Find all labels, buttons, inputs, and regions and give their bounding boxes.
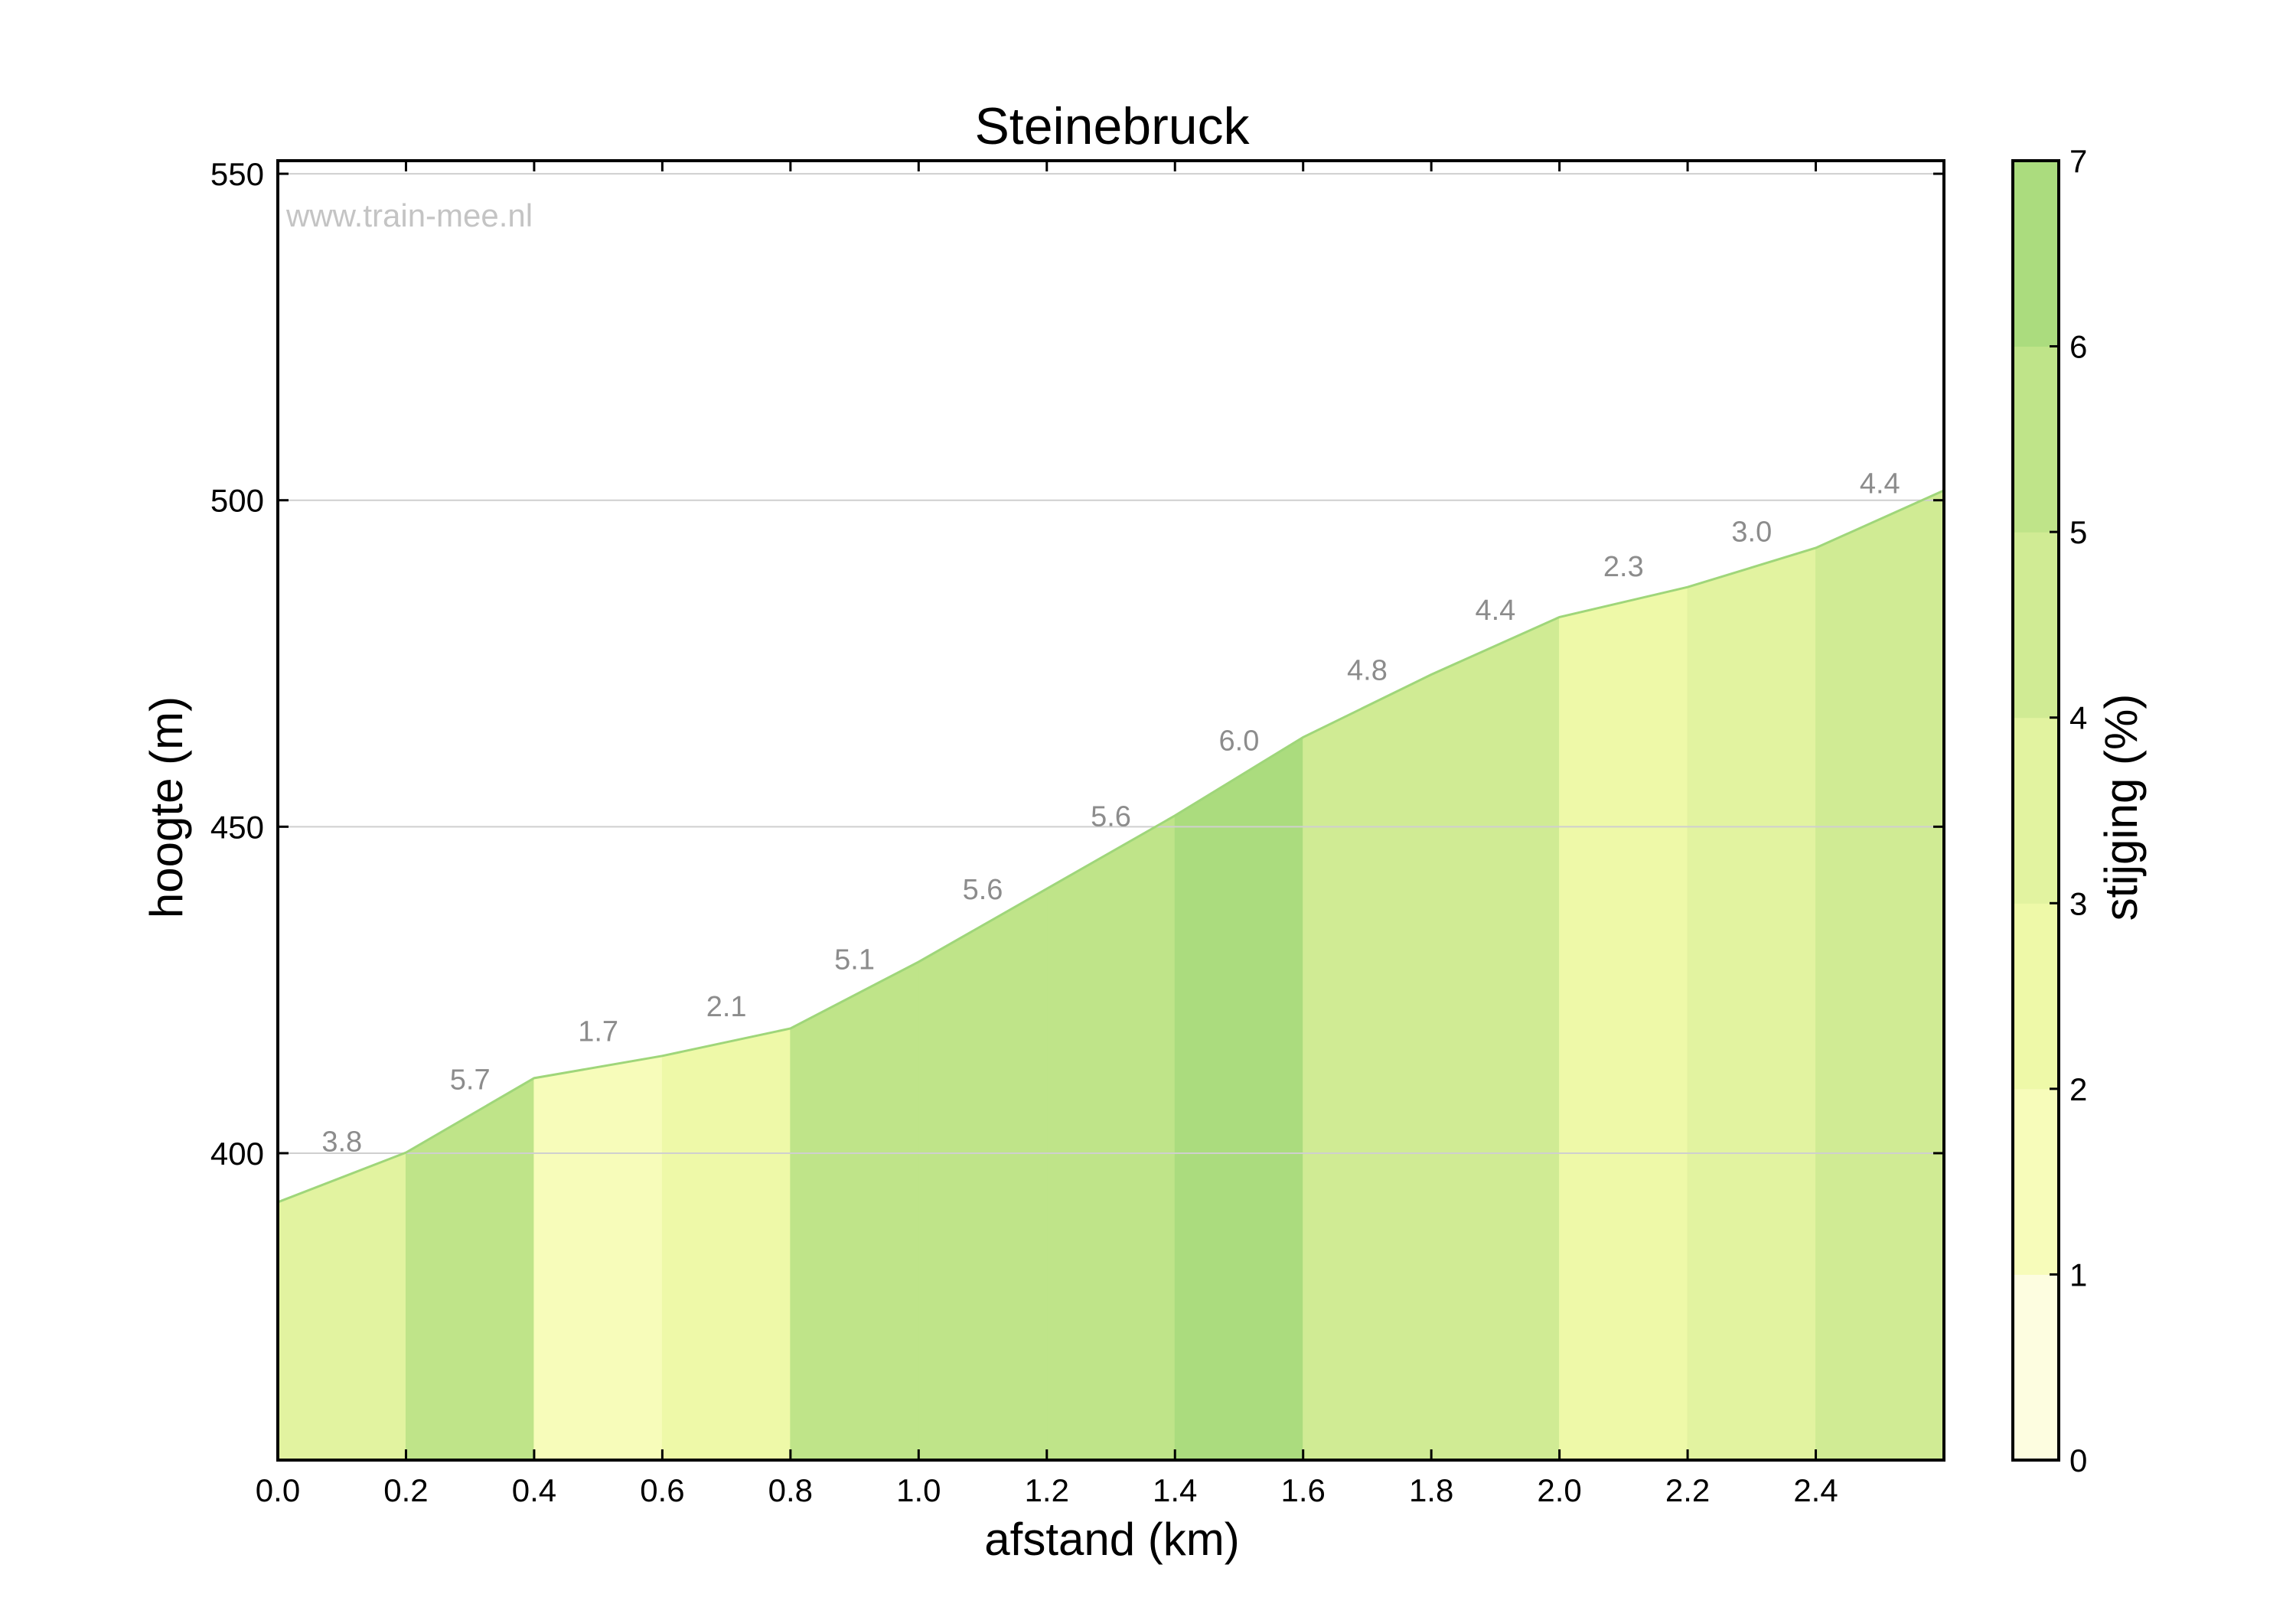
y-axis-title: hoogte (m) xyxy=(141,696,192,918)
y-tick-label: 500 xyxy=(210,483,264,519)
y-axis: 400 450 500 550 xyxy=(210,156,1944,1172)
plot-border xyxy=(276,159,1945,1462)
segment-area xyxy=(277,1152,406,1461)
segment-fills xyxy=(277,490,1945,1461)
colorbar-band xyxy=(2013,532,2059,719)
gradient-label: 2.3 xyxy=(1603,551,1644,583)
x-tick-label: 1.4 xyxy=(1153,1472,1197,1508)
gradient-labels: 3.8 5.7 1.7 2.1 5.1 5.6 5.6 6.0 4.8 4.4 2.3 3.0 4.4 xyxy=(321,468,1900,1158)
colorbar-tick-label: 5 xyxy=(2069,514,2087,550)
gradient-label: 3.8 xyxy=(321,1126,362,1159)
horizontal-gridlines xyxy=(278,173,1944,1154)
elevation-line xyxy=(277,489,1945,1204)
watermark-text: www.train-mee.nl xyxy=(285,197,533,233)
x-axis-title: afstand (km) xyxy=(984,1514,1239,1565)
colorbar-border xyxy=(2011,159,2060,1462)
segment-area xyxy=(533,1055,663,1461)
gradient-label: 4.8 xyxy=(1347,654,1388,686)
x-tick-label: 1.0 xyxy=(896,1472,941,1508)
segment-area xyxy=(918,888,1048,1461)
plot-frame xyxy=(276,159,1945,1462)
gradient-label: 5.1 xyxy=(834,944,875,976)
segment-area xyxy=(1815,490,1945,1461)
x-tick-label: 0.0 xyxy=(256,1472,300,1508)
gradient-label: 6.0 xyxy=(1219,725,1260,758)
colorbar-tick-label: 2 xyxy=(2069,1071,2087,1107)
segment-area xyxy=(1046,814,1176,1461)
gradient-label: 4.4 xyxy=(1860,468,1900,500)
colorbar-band xyxy=(2013,717,2059,904)
segment-area xyxy=(1687,547,1817,1461)
segment-area xyxy=(1174,736,1304,1461)
colorbar: 0 1 2 3 4 5 6 7 xyxy=(2011,143,2087,1478)
colorbar-tick-label: 4 xyxy=(2069,700,2087,736)
chart-title: Steinebruck xyxy=(974,97,1250,155)
segment-area xyxy=(1559,586,1688,1461)
y-tick-label: 450 xyxy=(210,809,264,845)
x-tick-label: 0.2 xyxy=(383,1472,428,1508)
segment-area xyxy=(405,1077,535,1461)
x-axis: 0.0 0.2 0.4 0.6 0.8 1.0 1.2 1.4 1.6 1.8 2.0 2.2 2.4 xyxy=(256,161,1838,1508)
elevation-line-group xyxy=(277,489,1945,1204)
gradient-label: 5.6 xyxy=(963,874,1003,906)
colorbar-tick-label: 0 xyxy=(2069,1442,2087,1478)
x-tick-label: 1.8 xyxy=(1409,1472,1453,1508)
colorbar-band xyxy=(2013,1274,2059,1461)
segment-area xyxy=(661,1028,791,1461)
segment-area xyxy=(790,961,919,1461)
colorbar-band xyxy=(2013,903,2059,1090)
colorbar-band xyxy=(2013,161,2059,347)
colorbar-title: stijging (%) xyxy=(2095,694,2147,921)
colorbar-tick-label: 7 xyxy=(2069,143,2087,179)
x-tick-label: 0.4 xyxy=(512,1472,556,1508)
segment-area xyxy=(1303,673,1432,1461)
x-tick-label: 2.4 xyxy=(1793,1472,1838,1508)
gradient-label: 3.0 xyxy=(1731,517,1772,549)
gradient-label: 5.7 xyxy=(450,1064,491,1096)
x-tick-label: 1.2 xyxy=(1025,1472,1069,1508)
colorbar-tick-label: 1 xyxy=(2069,1257,2087,1292)
colorbar-band xyxy=(2013,1088,2059,1275)
gradient-label: 5.6 xyxy=(1091,801,1131,833)
colorbar-tick-label: 3 xyxy=(2069,885,2087,921)
x-tick-label: 0.8 xyxy=(768,1472,813,1508)
y-tick-label: 550 xyxy=(210,156,264,192)
y-tick-label: 400 xyxy=(210,1136,264,1172)
x-tick-label: 1.6 xyxy=(1280,1472,1325,1508)
gradient-label: 2.1 xyxy=(706,991,747,1023)
x-tick-label: 2.2 xyxy=(1665,1472,1710,1508)
colorbar-band xyxy=(2013,346,2059,533)
x-tick-label: 2.0 xyxy=(1537,1472,1581,1508)
gradient-label: 4.4 xyxy=(1475,595,1515,627)
segment-area xyxy=(1430,616,1561,1461)
colorbar-tick-label: 6 xyxy=(2069,329,2087,365)
x-tick-label: 0.6 xyxy=(640,1472,684,1508)
gradient-label: 1.7 xyxy=(578,1015,618,1048)
